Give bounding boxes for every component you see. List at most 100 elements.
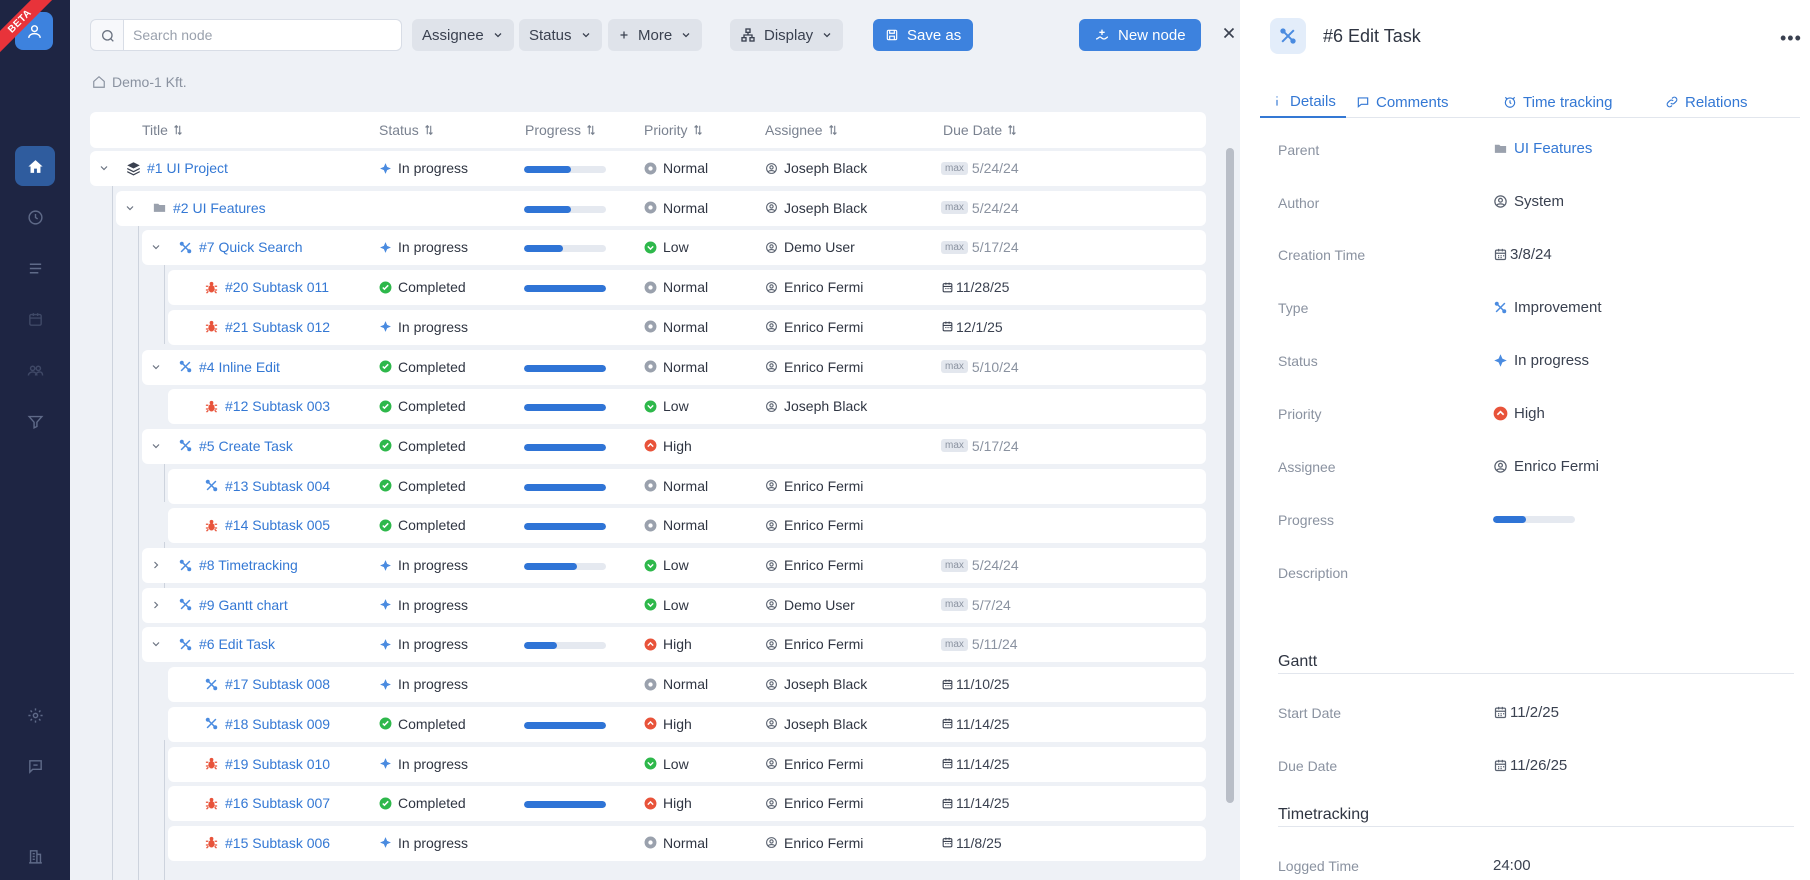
row-priority[interactable]: High [644, 438, 692, 454]
row-status[interactable]: Completed [379, 478, 466, 494]
row-priority[interactable]: Normal [644, 478, 708, 494]
row-due-date[interactable]: 11/8/25 [941, 835, 1002, 851]
tab-time-tracking[interactable]: Time tracking [1503, 86, 1612, 118]
table-row[interactable]: #18 Subtask 009 Completed High Joseph Black… [168, 706, 1206, 742]
row-priority[interactable]: Normal [644, 279, 708, 295]
breadcrumb[interactable]: Demo-1 Kft. [92, 74, 187, 90]
row-due-date[interactable]: 12/1/25 [941, 319, 1003, 335]
row-status[interactable]: In progress [379, 557, 468, 573]
table-row[interactable]: #16 Subtask 007 Completed High Enrico Fermi… [168, 786, 1206, 822]
row-priority[interactable]: High [644, 716, 692, 732]
row-due-date[interactable]: 11/14/25 [941, 756, 1009, 772]
row-assignee[interactable]: Enrico Fermi [765, 279, 863, 295]
row-title[interactable]: #7 Quick Search [199, 239, 303, 256]
row-priority[interactable]: Normal [644, 517, 708, 533]
due-date-value[interactable]: 11/26/25 [1493, 757, 1567, 774]
row-due-date[interactable]: max 5/11/24 [941, 636, 1018, 652]
display-menu[interactable]: Display [730, 19, 844, 51]
chevron-down-icon[interactable] [98, 162, 110, 174]
row-priority[interactable]: Low [644, 398, 689, 414]
column-progress[interactable]: Progress [525, 122, 596, 138]
table-row[interactable]: #17 Subtask 008 In progress Normal Joseph B… [168, 667, 1206, 703]
table-row[interactable]: #20 Subtask 011 Completed Normal Enrico Fer… [168, 270, 1206, 306]
nav-home[interactable] [15, 146, 55, 186]
chevron-down-icon[interactable] [150, 440, 162, 452]
nav-team[interactable] [15, 350, 55, 390]
row-due-date[interactable]: max 5/17/24 [941, 438, 1019, 454]
search-input[interactable] [123, 20, 401, 50]
row-assignee[interactable]: Enrico Fermi [765, 636, 863, 652]
row-due-date[interactable]: 11/10/25 [941, 676, 1009, 692]
table-row[interactable]: #8 Timetracking In progress Low Enrico Ferm… [142, 548, 1206, 583]
table-row[interactable]: #21 Subtask 012 In progress Normal Enrico F… [168, 309, 1206, 345]
table-row[interactable]: #7 Quick Search In progress Low Demo User ma… [142, 230, 1206, 266]
row-status[interactable]: In progress [379, 636, 468, 652]
row-assignee[interactable]: Joseph Black [765, 398, 867, 414]
row-status[interactable]: In progress [379, 756, 468, 772]
row-title[interactable]: #20 Subtask 011 [225, 279, 330, 296]
row-due-date[interactable]: max 5/24/24 [941, 557, 1019, 573]
row-title[interactable]: #14 Subtask 005 [225, 517, 331, 534]
row-priority[interactable]: High [644, 636, 692, 652]
table-row[interactable]: #6 Edit Task In progress High Enrico Fermi m… [142, 627, 1206, 663]
chevron-down-icon[interactable] [150, 638, 162, 650]
row-assignee[interactable]: Demo User [765, 597, 855, 613]
row-due-date[interactable]: max 5/24/24 [941, 160, 1019, 176]
assignee-value[interactable]: Enrico Fermi [1493, 458, 1599, 475]
row-due-date[interactable]: max 5/24/24 [941, 200, 1019, 216]
row-assignee[interactable]: Enrico Fermi [765, 756, 863, 772]
row-status[interactable]: In progress [379, 160, 468, 176]
row-title[interactable]: #15 Subtask 006 [225, 834, 331, 851]
tab-comments[interactable]: Comments [1356, 86, 1449, 118]
row-assignee[interactable]: Enrico Fermi [765, 319, 863, 335]
row-assignee[interactable]: Joseph Black [765, 716, 867, 732]
row-priority[interactable]: Normal [644, 200, 708, 216]
row-status[interactable]: Completed [379, 359, 466, 375]
row-due-date[interactable]: 11/14/25 [941, 716, 1009, 732]
row-status[interactable]: In progress [379, 676, 468, 692]
row-priority[interactable]: Low [644, 557, 689, 573]
row-title[interactable]: #5 Create Task [199, 437, 293, 454]
row-due-date[interactable]: max 5/10/24 [941, 359, 1019, 375]
chevron-right-icon[interactable] [150, 599, 162, 611]
row-title[interactable]: #1 UI Project [147, 160, 228, 176]
row-title[interactable]: #18 Subtask 009 [225, 715, 331, 732]
row-assignee[interactable]: Joseph Black [765, 160, 867, 176]
more-filter[interactable]: More [608, 19, 703, 51]
status-value[interactable]: In progress [1493, 352, 1589, 369]
chevron-down-icon[interactable] [150, 361, 162, 373]
row-status[interactable]: Completed [379, 398, 466, 414]
row-status[interactable]: In progress [379, 319, 468, 335]
row-status[interactable]: Completed [379, 716, 466, 732]
row-assignee[interactable]: Demo User [765, 239, 855, 255]
chevron-down-icon[interactable] [150, 241, 162, 253]
table-row[interactable]: #14 Subtask 005 Completed Normal Enrico Fer… [168, 508, 1206, 544]
nav-settings[interactable] [15, 695, 55, 735]
row-status[interactable]: Completed [379, 795, 466, 811]
row-assignee[interactable]: Enrico Fermi [765, 795, 863, 811]
row-assignee[interactable]: Joseph Black [765, 200, 867, 216]
row-priority[interactable]: Low [644, 597, 689, 613]
row-priority[interactable]: Normal [644, 319, 708, 335]
new-node-button[interactable]: New node [1079, 19, 1201, 51]
tab-details[interactable]: Details [1260, 86, 1346, 118]
row-assignee[interactable]: Enrico Fermi [765, 478, 863, 494]
row-status[interactable]: Completed [379, 517, 466, 533]
column-due-date[interactable]: Due Date [943, 122, 1017, 138]
table-row[interactable]: #5 Create Task Completed High max 5/17/24 [142, 428, 1206, 464]
row-due-date[interactable]: max 5/7/24 [941, 597, 1011, 613]
column-title[interactable]: Title [142, 122, 183, 138]
table-row[interactable]: #19 Subtask 010 In progress Low Enrico Ferm… [168, 746, 1206, 782]
parent-value[interactable]: UI Features [1493, 140, 1592, 157]
tab-relations[interactable]: Relations [1665, 86, 1748, 118]
row-title[interactable]: #16 Subtask 007 [225, 795, 331, 812]
row-assignee[interactable]: Joseph Black [765, 676, 867, 692]
row-title[interactable]: #21 Subtask 012 [225, 318, 331, 335]
row-title[interactable]: #17 Subtask 008 [225, 676, 331, 693]
more-options-icon[interactable]: ••• [1780, 28, 1802, 48]
table-row[interactable]: #4 Inline Edit Completed Normal Enrico Ferm… [142, 349, 1206, 385]
save-as-button[interactable]: Save as [873, 19, 974, 51]
row-priority[interactable]: Low [644, 756, 689, 772]
row-priority[interactable]: Normal [644, 676, 708, 692]
row-title[interactable]: #19 Subtask 010 [225, 755, 331, 772]
